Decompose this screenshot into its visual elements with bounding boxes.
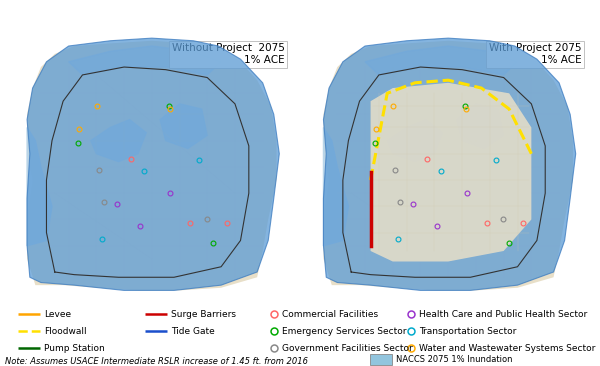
Text: Without Project  2075
1% ACE: Without Project 2075 1% ACE: [172, 44, 285, 65]
Polygon shape: [323, 38, 576, 290]
Text: NACCS 2075 1% Inundation: NACCS 2075 1% Inundation: [396, 355, 512, 364]
Text: Pump Station: Pump Station: [44, 344, 105, 352]
Text: Levee: Levee: [44, 310, 71, 319]
Polygon shape: [387, 120, 443, 162]
Polygon shape: [323, 41, 573, 290]
Text: Floodwall: Floodwall: [44, 326, 86, 336]
Polygon shape: [323, 127, 349, 246]
Text: Tide Gate: Tide Gate: [171, 326, 215, 336]
Text: Inundation of Roadways and Critical Infrastructure: Inundation of Roadways and Critical Infr…: [5, 12, 441, 27]
Text: With Project 2075
1% ACE: With Project 2075 1% ACE: [489, 44, 581, 65]
Polygon shape: [91, 120, 146, 162]
Text: Water and Wastewater Systems Sector: Water and Wastewater Systems Sector: [419, 344, 595, 352]
Polygon shape: [457, 104, 503, 149]
Text: Government Facilities Sector: Government Facilities Sector: [282, 344, 413, 352]
Polygon shape: [68, 46, 221, 75]
Polygon shape: [365, 46, 517, 75]
Text: Emergency Services Sector: Emergency Services Sector: [282, 326, 407, 336]
Polygon shape: [160, 104, 207, 149]
Polygon shape: [27, 38, 280, 290]
Text: Note: Assumes USACE Intermediate RSLR increase of 1.45 ft. from 2016: Note: Assumes USACE Intermediate RSLR in…: [5, 356, 308, 366]
Text: Transportation Sector: Transportation Sector: [419, 326, 517, 336]
Text: Health Care and Public Health Sector: Health Care and Public Health Sector: [419, 310, 587, 319]
Polygon shape: [371, 83, 532, 261]
Polygon shape: [27, 127, 52, 246]
Text: Surge Barriers: Surge Barriers: [171, 310, 236, 319]
Polygon shape: [27, 41, 277, 290]
Bar: [370, 354, 392, 365]
Text: Commercial Facilities: Commercial Facilities: [282, 310, 378, 319]
